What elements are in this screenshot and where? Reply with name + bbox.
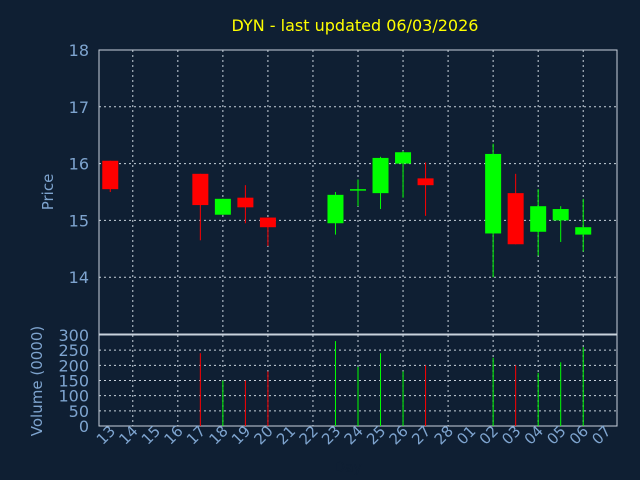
candle-body	[507, 193, 524, 245]
candle-body	[530, 206, 547, 232]
price-axis-label: Price	[39, 174, 57, 211]
volume-tick-label: 150	[58, 372, 89, 391]
x-ticks: 1314151617181920212223242526272801020304…	[93, 422, 615, 448]
candle-body	[237, 197, 254, 208]
volume-tick-label: 50	[69, 402, 89, 421]
candle-body	[192, 173, 209, 206]
candle-body	[350, 189, 366, 191]
candle-body	[214, 198, 231, 215]
volume-axis-label: Volume (0000)	[28, 326, 46, 436]
candle-body	[102, 160, 119, 190]
chart-title: DYN - last updated 06/03/2026	[232, 16, 479, 35]
volume-tick-label: 0	[79, 417, 89, 436]
candles	[102, 143, 592, 278]
price-tick-label: 18	[69, 41, 89, 60]
candle-body	[552, 209, 569, 221]
candle-body	[485, 153, 502, 234]
price-y-ticks: 14 15 16 17 18	[69, 41, 89, 287]
x-axis-label: Day	[334, 460, 362, 476]
volume-tick-label: 100	[58, 387, 89, 406]
price-tick-label: 16	[69, 155, 89, 174]
price-tick-label: 17	[69, 98, 89, 117]
candle-body	[417, 178, 434, 186]
volume-tick-label: 300	[58, 326, 89, 345]
price-tick-label: 14	[69, 268, 89, 287]
candle-body	[395, 152, 412, 164]
volume-tick-label: 200	[58, 356, 89, 375]
volume-tick-label: 250	[58, 341, 89, 360]
candle-body	[327, 194, 344, 224]
candle-body	[372, 157, 389, 194]
volume-bars	[199, 341, 584, 426]
candle-body	[259, 217, 276, 228]
price-tick-label: 15	[69, 211, 89, 230]
candle-body	[575, 227, 592, 235]
